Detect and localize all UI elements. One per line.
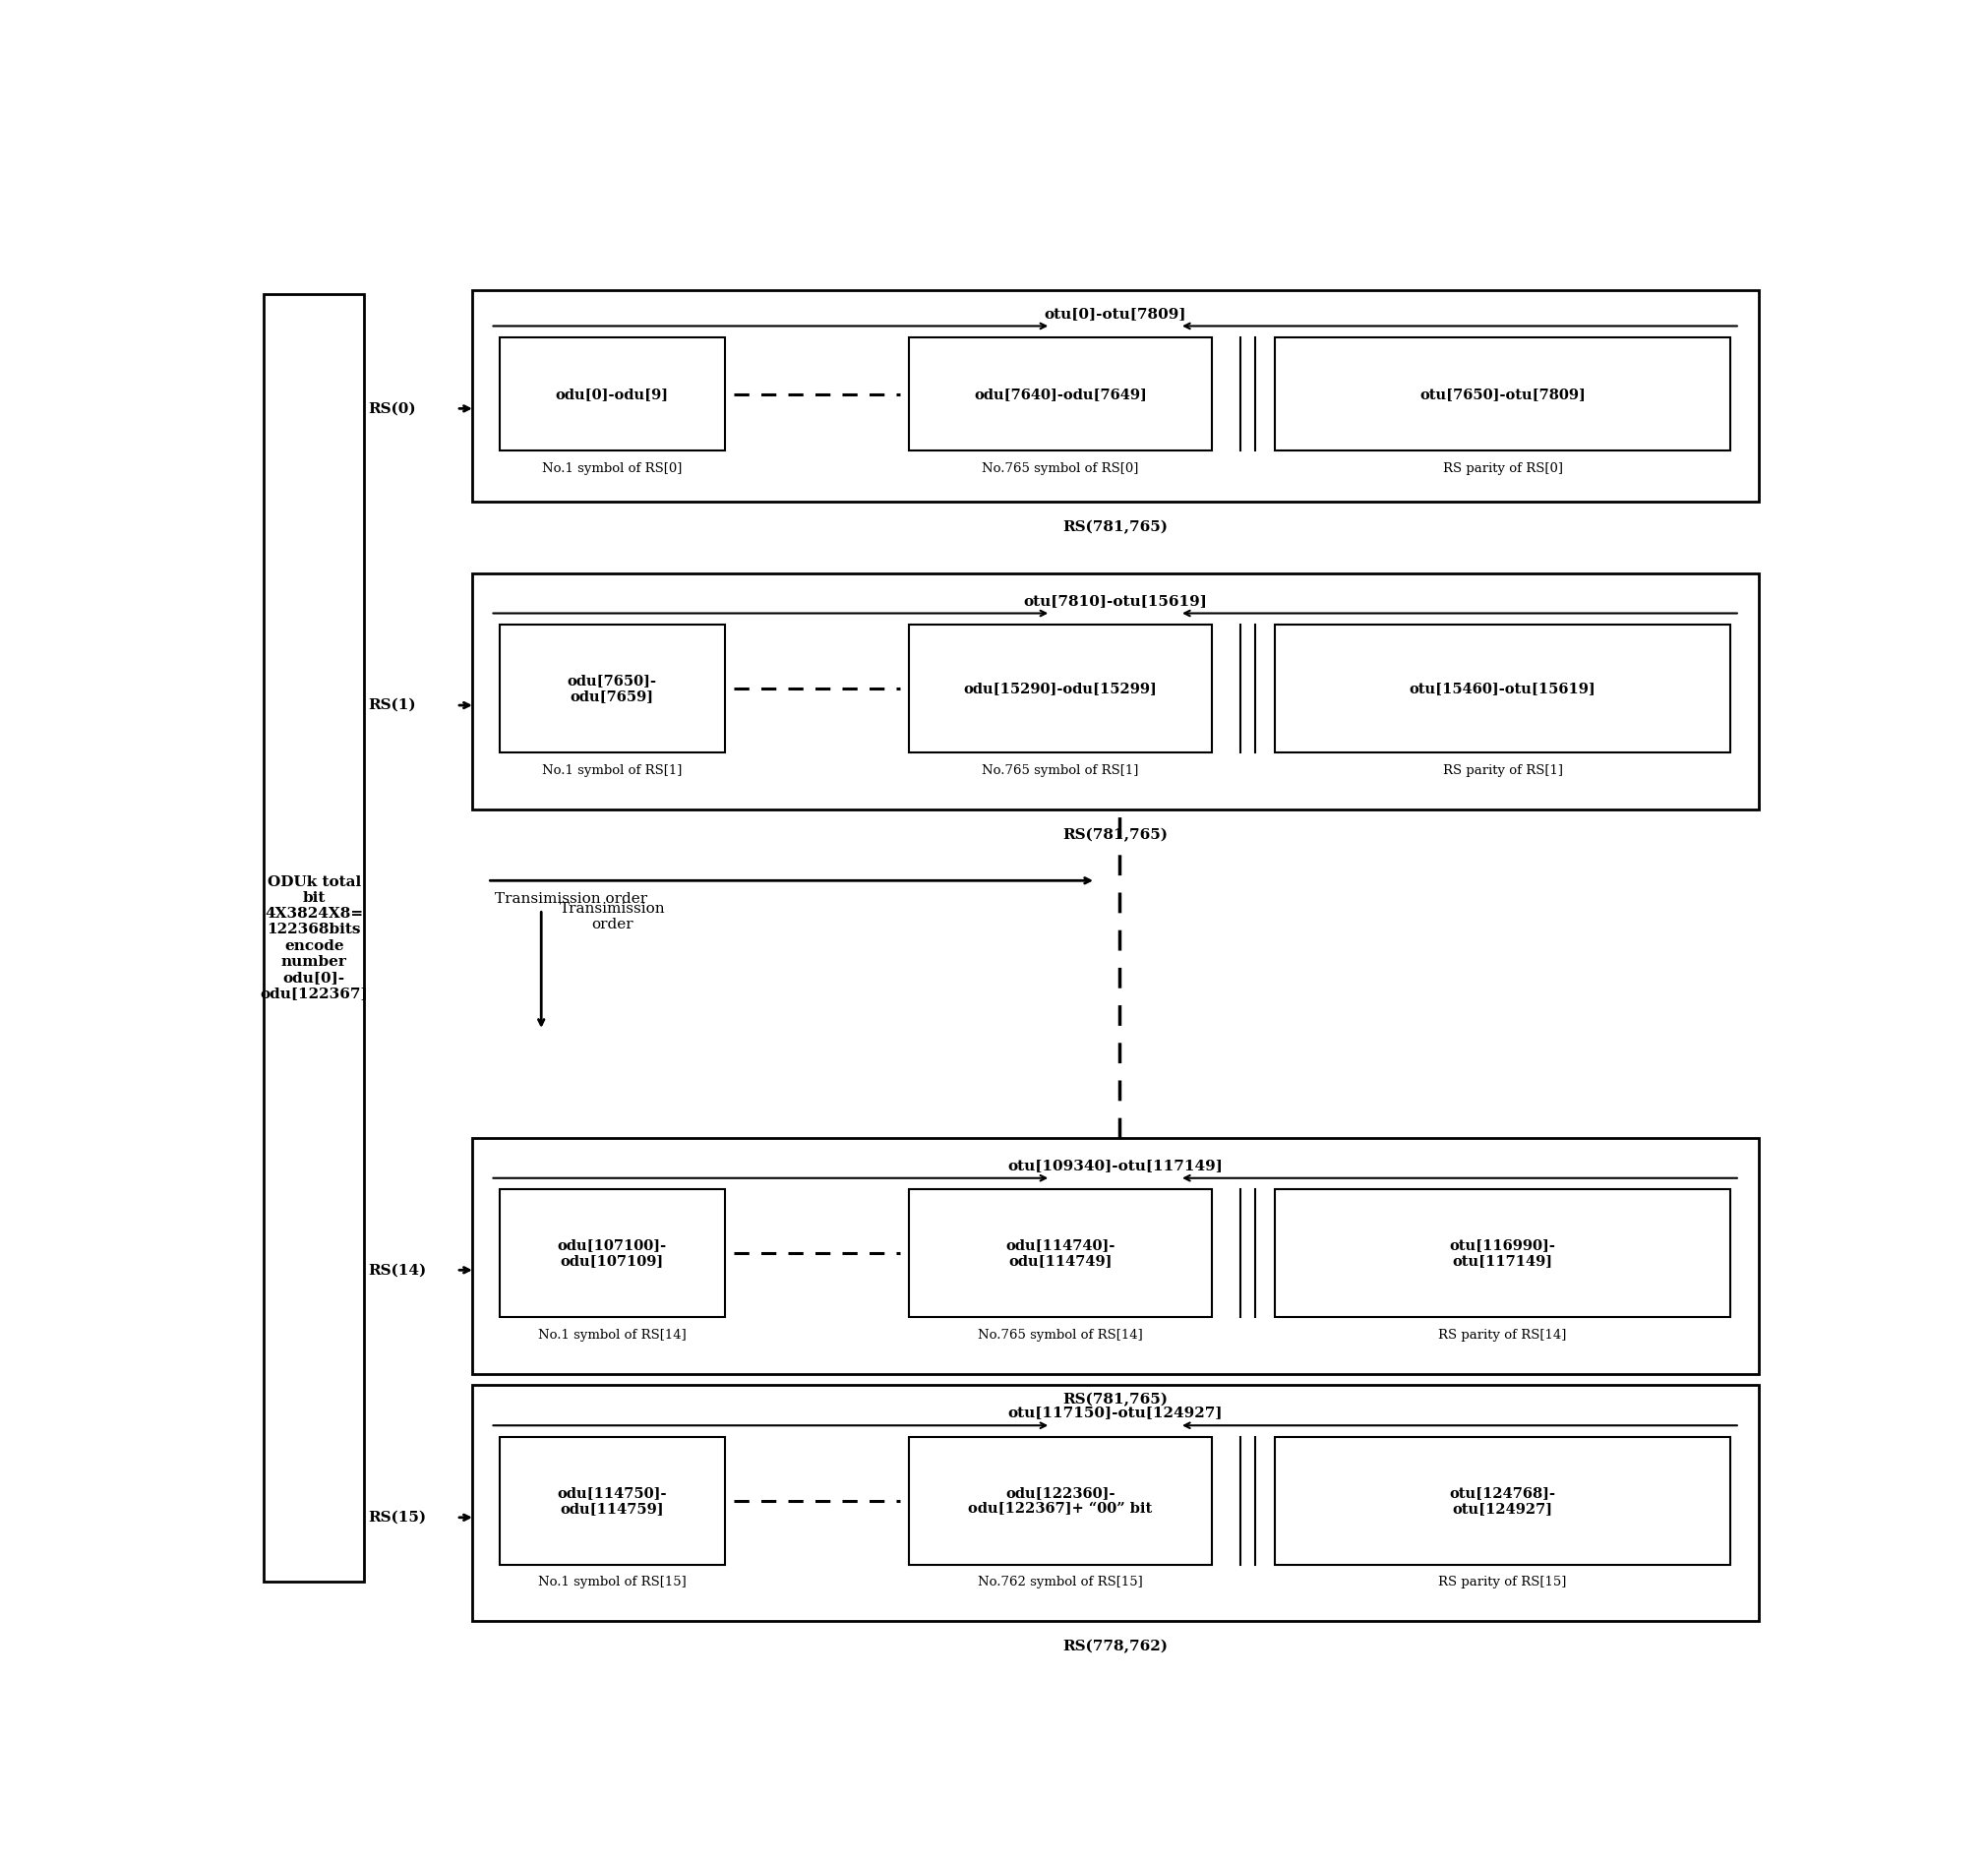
FancyBboxPatch shape [471,1138,1759,1374]
FancyBboxPatch shape [1274,338,1732,451]
FancyBboxPatch shape [1274,1190,1732,1317]
Text: RS(781,765): RS(781,765) [1062,1393,1167,1406]
Text: otu[7810]-otu[15619]: otu[7810]-otu[15619] [1024,594,1207,607]
FancyBboxPatch shape [471,574,1759,810]
Text: odu[107100]-
odu[107109]: odu[107100]- odu[107109] [557,1239,666,1268]
Text: No.1 symbol of RS[14]: No.1 symbol of RS[14] [539,1330,686,1341]
Text: RS parity of RS[14]: RS parity of RS[14] [1439,1330,1567,1341]
Text: No.1 symbol of RS[15]: No.1 symbol of RS[15] [539,1577,686,1590]
FancyBboxPatch shape [499,338,726,451]
FancyBboxPatch shape [499,1437,726,1565]
Text: otu[0]-otu[7809]: otu[0]-otu[7809] [1044,306,1187,319]
Text: Transimission order: Transimission order [495,891,648,906]
Text: otu[116990]-
otu[117149]: otu[116990]- otu[117149] [1449,1239,1557,1268]
Text: RS(778,762): RS(778,762) [1062,1640,1167,1655]
Text: odu[0]-odu[9]: odu[0]-odu[9] [555,388,668,401]
Text: otu[15460]-otu[15619]: otu[15460]-otu[15619] [1409,682,1596,696]
Text: otu[7650]-otu[7809]: otu[7650]-otu[7809] [1419,388,1586,401]
Text: RS(14): RS(14) [368,1263,427,1278]
FancyBboxPatch shape [499,624,726,752]
Text: No.765 symbol of RS[1]: No.765 symbol of RS[1] [982,763,1139,776]
Text: odu[114750]-
odu[114759]: odu[114750]- odu[114759] [557,1486,668,1515]
Text: No.1 symbol of RS[1]: No.1 symbol of RS[1] [543,763,682,776]
FancyBboxPatch shape [264,293,364,1582]
Text: ODUk total
bit
4X3824X8=
122368bits
encode
number
odu[0]-
odu[122367]: ODUk total bit 4X3824X8= 122368bits enco… [260,875,368,1001]
Text: No.1 symbol of RS[0]: No.1 symbol of RS[0] [543,462,682,475]
Text: RS parity of RS[0]: RS parity of RS[0] [1443,462,1563,475]
Text: RS parity of RS[1]: RS parity of RS[1] [1443,763,1563,776]
Text: otu[109340]-otu[117149]: otu[109340]-otu[117149] [1008,1159,1223,1172]
Text: No.765 symbol of RS[14]: No.765 symbol of RS[14] [978,1330,1143,1341]
Text: RS(0): RS(0) [368,401,417,416]
Text: Transimission
order: Transimission order [561,903,666,932]
FancyBboxPatch shape [909,1437,1211,1565]
Text: otu[124768]-
otu[124927]: otu[124768]- otu[124927] [1449,1486,1557,1515]
Text: No.765 symbol of RS[0]: No.765 symbol of RS[0] [982,462,1139,475]
Text: RS(781,765): RS(781,765) [1062,520,1167,535]
FancyBboxPatch shape [909,1190,1211,1317]
FancyBboxPatch shape [1274,1437,1732,1565]
Text: odu[122360]-
odu[122367]+ “00” bit: odu[122360]- odu[122367]+ “00” bit [968,1486,1153,1515]
Text: otu[117150]-otu[124927]: otu[117150]-otu[124927] [1008,1406,1223,1421]
Text: RS parity of RS[15]: RS parity of RS[15] [1439,1577,1567,1590]
FancyBboxPatch shape [499,1190,726,1317]
Text: odu[7650]-
odu[7659]: odu[7650]- odu[7659] [567,674,656,704]
FancyBboxPatch shape [909,338,1211,451]
Text: odu[7640]-odu[7649]: odu[7640]-odu[7649] [974,388,1147,401]
FancyBboxPatch shape [471,290,1759,501]
FancyBboxPatch shape [909,624,1211,752]
Text: No.762 symbol of RS[15]: No.762 symbol of RS[15] [978,1577,1143,1590]
FancyBboxPatch shape [1274,624,1732,752]
Text: RS(1): RS(1) [368,698,417,713]
Text: RS(781,765): RS(781,765) [1062,828,1167,841]
Text: RS(15): RS(15) [368,1510,427,1525]
FancyBboxPatch shape [471,1385,1759,1621]
Text: odu[114740]-
odu[114749]: odu[114740]- odu[114749] [1006,1239,1115,1268]
Text: odu[15290]-odu[15299]: odu[15290]-odu[15299] [964,682,1157,696]
